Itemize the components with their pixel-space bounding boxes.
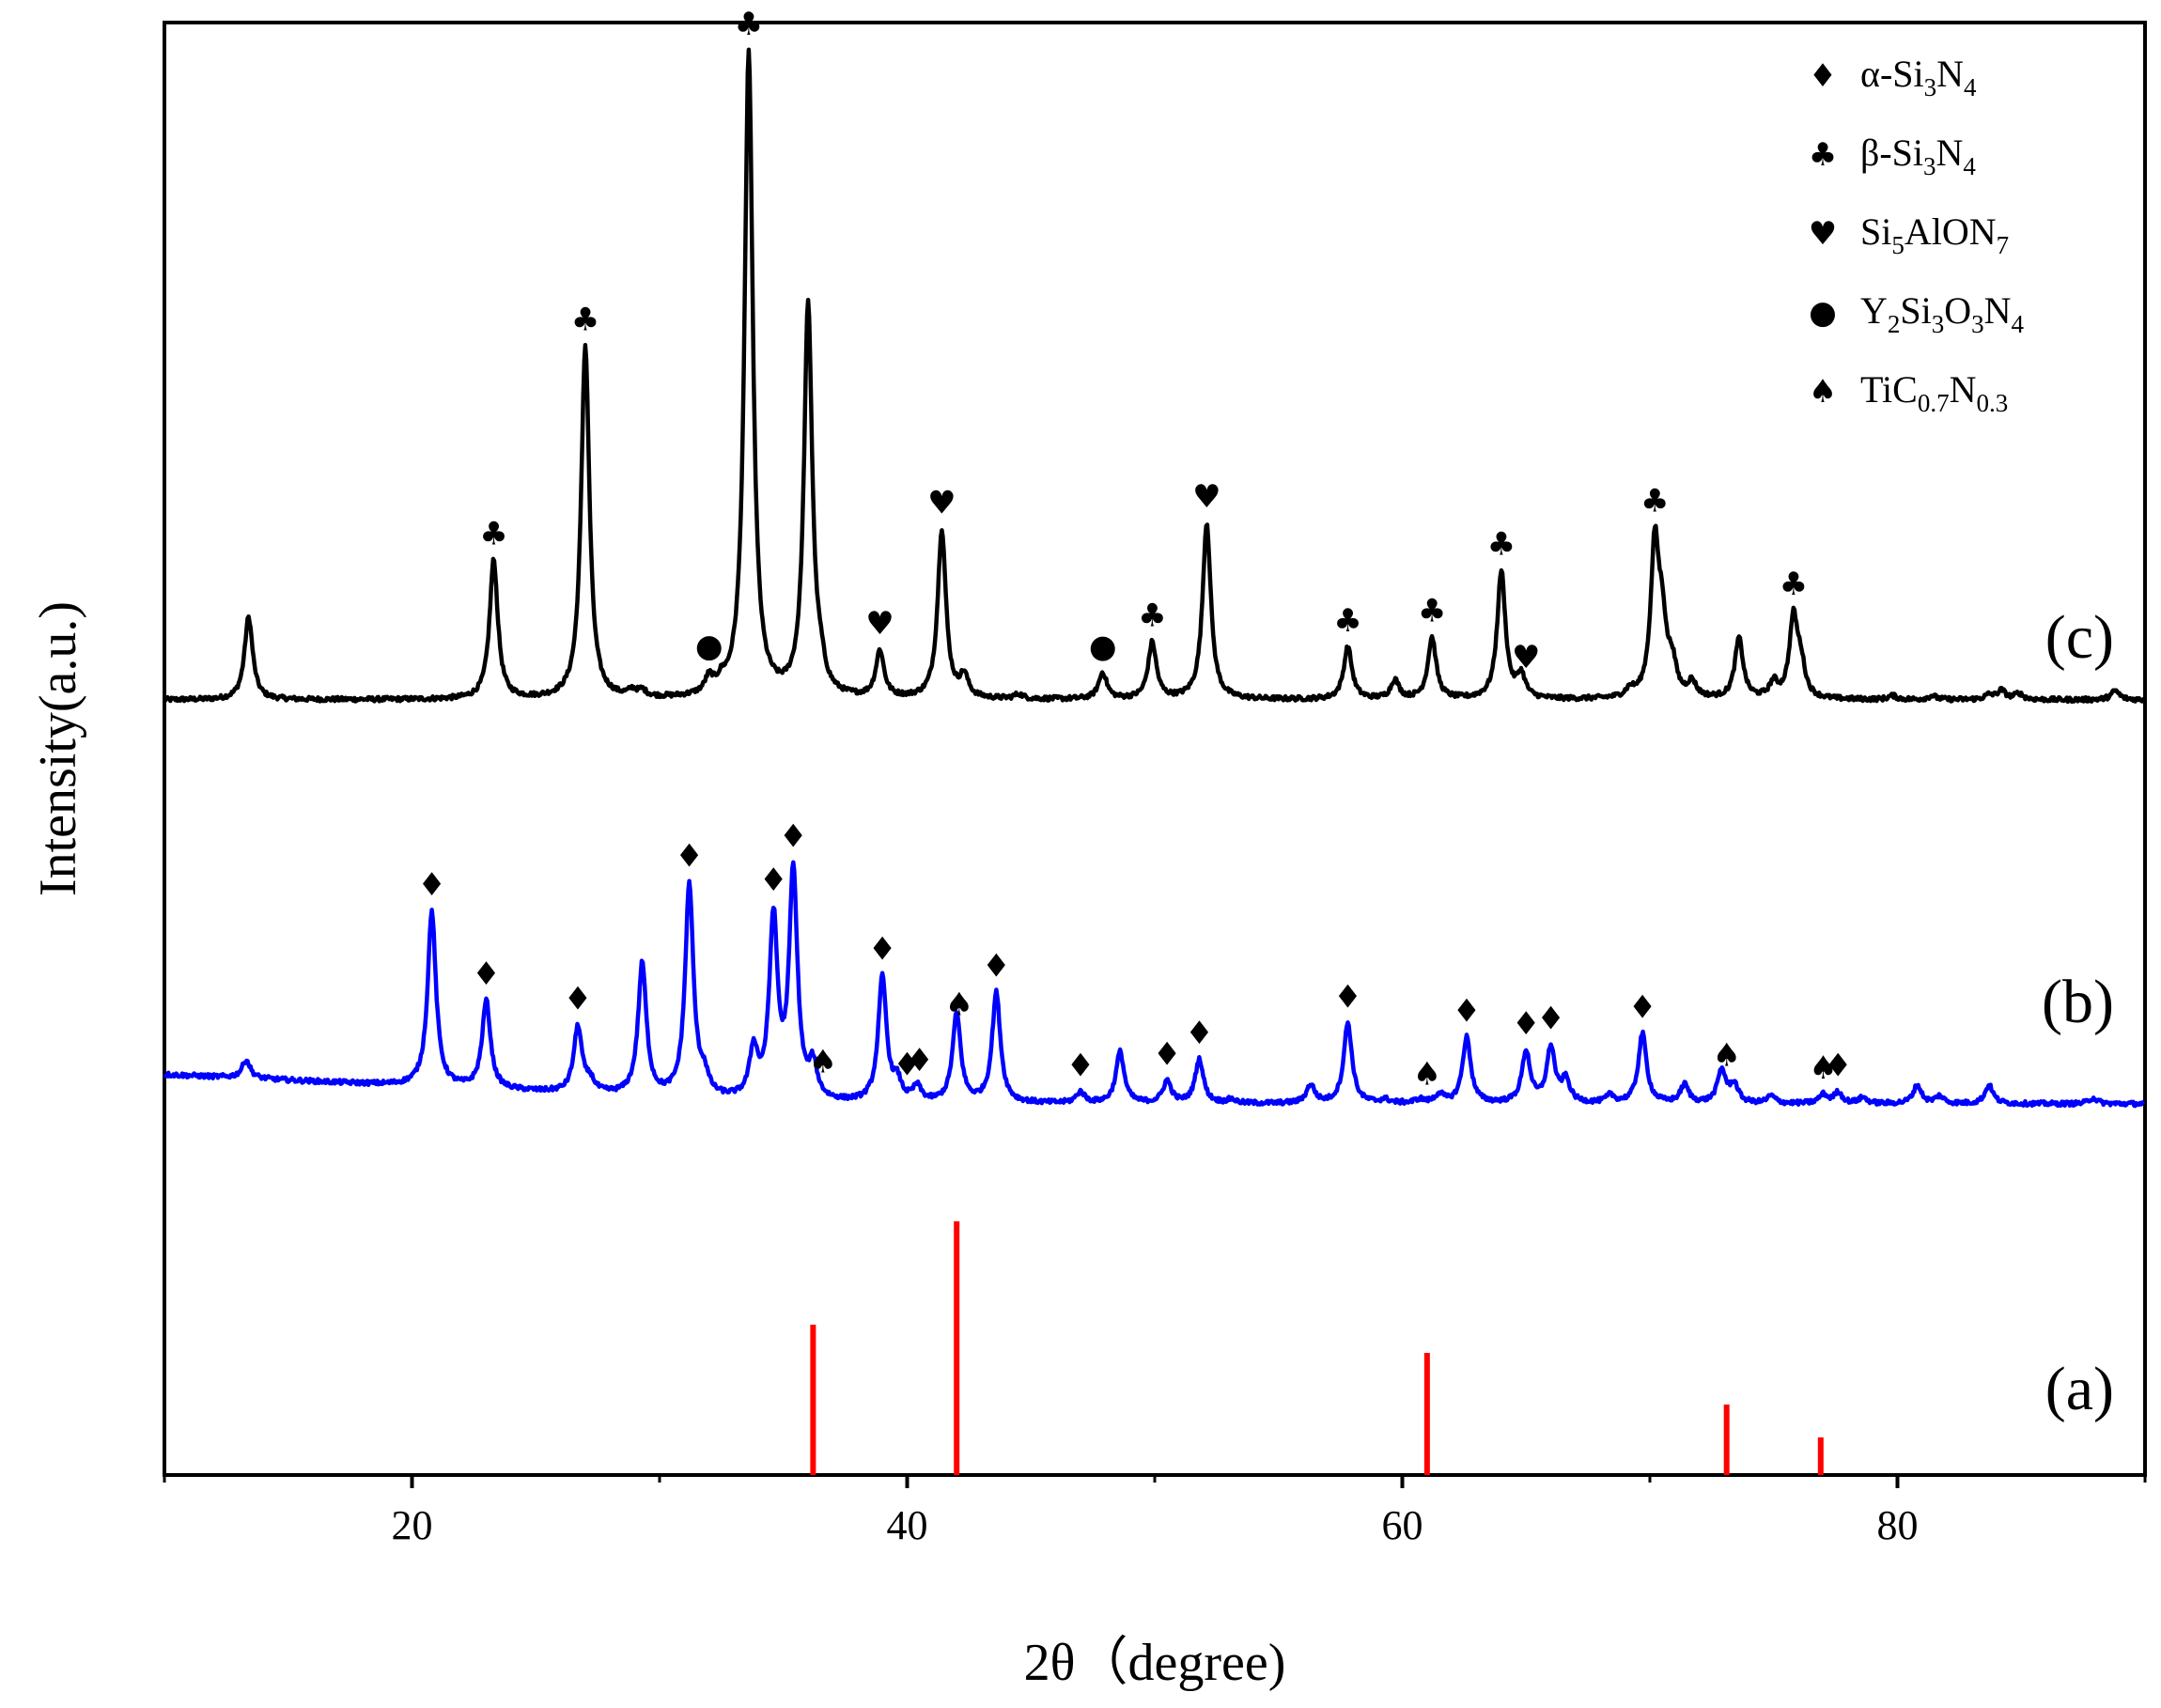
legend-spade-icon: ♠	[1809, 373, 1837, 411]
legend-club-icon: ♣	[1809, 136, 1837, 174]
marker-circle-c-2: ●	[695, 628, 723, 665]
x-axis-ticks: 20 40 60 80	[163, 1475, 2147, 1548]
legend-label-heart: Si5AlON7	[1860, 210, 2009, 259]
marker-diamond-b-7: ♦	[868, 931, 896, 969]
marker-club-c-13: ♣	[1640, 482, 1669, 520]
series-curve-c	[163, 47, 2146, 705]
marker-diamond-b-11: ♦	[982, 948, 1010, 986]
x-tick-label-80: 80	[1877, 1502, 1919, 1548]
marker-diamond-b-3: ♦	[675, 838, 703, 876]
marker-club-c-7: ♣	[1138, 598, 1166, 635]
marker-spade-b-22: ♠	[1809, 1049, 1837, 1087]
legend-label-club: β-Si3N4	[1860, 132, 1976, 180]
marker-diamond-b-2: ♦	[564, 981, 592, 1018]
curve-label-c: (c)	[2045, 603, 2114, 672]
marker-spade-b-21: ♠	[1712, 1037, 1740, 1075]
curve-label-a: (a)	[2045, 1355, 2114, 1423]
marker-diamond-b-19: ♦	[1536, 1000, 1564, 1037]
marker-club-c-3: ♣	[735, 6, 763, 43]
legend-label-spade: TiC0.7N0.3	[1860, 368, 2008, 417]
marker-club-c-9: ♣	[1333, 602, 1361, 640]
legend-diamond-icon: ♦	[1809, 57, 1837, 95]
marker-club-c-11: ♣	[1487, 526, 1516, 564]
marker-spade-b-10: ♠	[945, 986, 973, 1023]
marker-diamond-b-18: ♦	[1512, 1005, 1540, 1043]
x-axis-title: 2θ（degree)	[1024, 1634, 1286, 1692]
marker-diamond-b-15: ♦	[1333, 978, 1361, 1016]
y-axis-title: Intensity(a.u.)	[29, 601, 87, 896]
marker-diamond-b-20: ♦	[1628, 989, 1656, 1027]
marker-heart-c-5: ♥	[927, 484, 956, 521]
marker-diamond-b-5: ♦	[779, 818, 807, 856]
marker-club-c-1: ♣	[571, 301, 599, 338]
marker-diamond-b-0: ♦	[417, 866, 445, 904]
marker-diamond-b-17: ♦	[1453, 992, 1481, 1030]
legend: ♦ α-Si3N4 ♣ β-Si3N4 ♥ Si5AlON7 ● Y2Si3O3N4 ♠ TiC0…	[1809, 53, 2025, 417]
phase-markers: ♣♣●♣♥♥●♣♥♣ ♣♣♥♣♣♦♦♦♦♦♦♠♦♦♦♠♦♦ ♦♦♦♠♦ ♦♦ ♦♠ ♠♦	[417, 6, 1852, 1094]
curve-label-b: (b)	[2042, 968, 2114, 1036]
marker-diamond-b-1: ♦	[472, 955, 500, 993]
legend-label-diamond: α-Si3N4	[1860, 53, 1977, 101]
legend-heart-icon: ♥	[1809, 215, 1837, 253]
series-curve-b	[163, 860, 2146, 1109]
series-curves	[163, 47, 2146, 1475]
marker-club-c-14: ♣	[1780, 566, 1808, 603]
marker-heart-c-4: ♥	[865, 605, 894, 643]
marker-heart-c-12: ♥	[1512, 639, 1540, 676]
marker-diamond-b-13: ♦	[1153, 1035, 1181, 1073]
marker-diamond-b-14: ♦	[1185, 1015, 1213, 1052]
legend-circle-icon: ●	[1809, 294, 1837, 332]
marker-diamond-b-23: ♦	[1824, 1048, 1852, 1085]
marker-circle-c-6: ●	[1089, 628, 1117, 665]
marker-heart-c-8: ♥	[1192, 478, 1220, 516]
x-tick-label-60: 60	[1382, 1502, 1423, 1548]
marker-diamond-b-12: ♦	[1066, 1047, 1095, 1084]
marker-diamond-b-4: ♦	[759, 862, 787, 899]
marker-diamond-b-9: ♦	[905, 1042, 933, 1079]
x-tick-label-40: 40	[887, 1502, 928, 1548]
marker-diamond-b-8: ♦	[893, 1046, 921, 1083]
marker-spade-b-16: ♠	[1413, 1056, 1441, 1094]
legend-label-circle: Y2Si3O3N4	[1860, 289, 2025, 338]
marker-spade-b-6: ♠	[809, 1043, 837, 1080]
marker-club-c-0: ♣	[479, 515, 507, 552]
x-tick-label-20: 20	[392, 1502, 433, 1548]
marker-club-c-10: ♣	[1418, 593, 1446, 630]
curve-labels: (c) (b) (a)	[2042, 603, 2114, 1423]
plot-frame	[163, 21, 2147, 1477]
